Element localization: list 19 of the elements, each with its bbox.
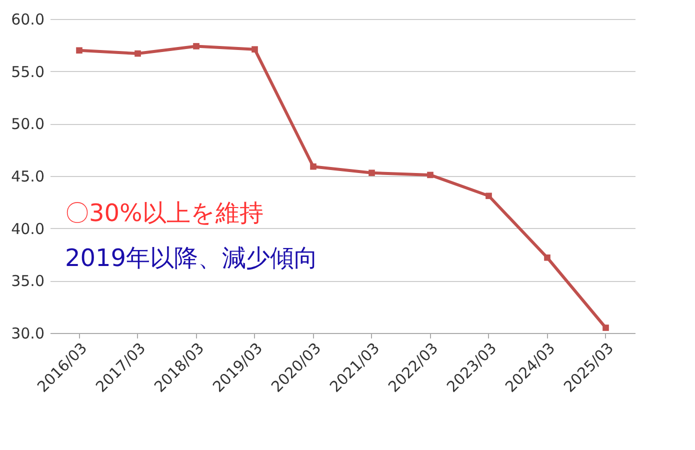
y-tick-label: 45.0	[11, 168, 44, 186]
point	[368, 170, 375, 176]
point	[252, 46, 258, 53]
point	[134, 50, 141, 57]
y-tick-label: 60.0	[11, 10, 44, 28]
point	[602, 324, 609, 331]
point	[486, 192, 492, 200]
point	[310, 163, 316, 170]
y-tick-label: 40.0	[11, 220, 44, 238]
point	[193, 43, 200, 50]
y-tick-label: 35.0	[11, 272, 44, 290]
y-tick-label: 50.0	[11, 115, 44, 134]
point	[544, 254, 550, 261]
y-tick-label: 55.0	[11, 62, 44, 81]
point	[427, 172, 434, 178]
y-tick-label: 30.0	[11, 324, 44, 342]
annotation: 2019年以降、減少傾向	[65, 244, 318, 272]
annotation: 〇30%以上を維持	[65, 199, 264, 227]
point	[76, 47, 82, 54]
